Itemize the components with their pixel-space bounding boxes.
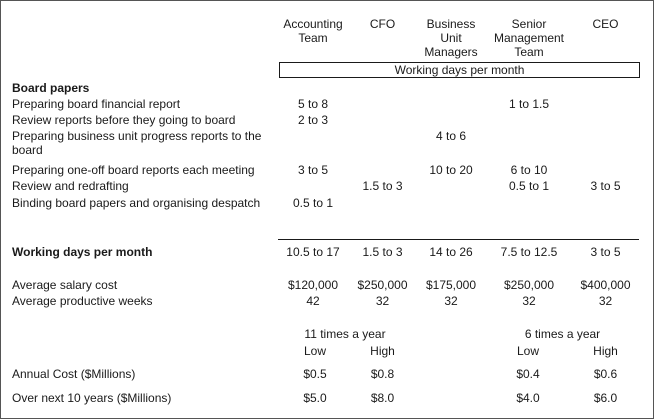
salary-cell: $120,000 bbox=[287, 278, 339, 292]
column-header-business-unit-managers: Business Unit Managers bbox=[424, 17, 478, 59]
table-cell: 6 to 10 bbox=[510, 163, 548, 177]
annual-cost-cell: $0.8 bbox=[370, 367, 395, 381]
column-header-accounting-team: Accounting Team bbox=[283, 17, 343, 45]
total-cell: 7.5 to 12.5 bbox=[500, 245, 558, 259]
section-heading-board-papers: Board papers bbox=[12, 81, 90, 95]
annual-cost-cell: $0.5 bbox=[303, 367, 327, 381]
salary-row-label: Average salary cost bbox=[12, 278, 118, 292]
total-cell: 10.5 to 17 bbox=[286, 245, 340, 259]
annual-cost-cell: $0.4 bbox=[516, 367, 540, 381]
weeks-cell: 32 bbox=[444, 294, 458, 308]
column-header-cfo: CFO bbox=[369, 17, 396, 31]
scenario-low-label: Low bbox=[303, 344, 326, 358]
annual-cost-row-label: Annual Cost ($Millions) bbox=[12, 367, 136, 381]
row-label: Preparing one-off board reports each mee… bbox=[12, 163, 255, 177]
total-row-label: Working days per month bbox=[12, 245, 153, 259]
column-header-senior-management-team: Senior Management Team bbox=[493, 17, 565, 59]
salary-cell: $250,000 bbox=[357, 278, 408, 292]
row-label: Review reports before they going to boar… bbox=[12, 113, 236, 127]
table-cell: 2 to 3 bbox=[297, 113, 329, 127]
scenario-high-label: High bbox=[593, 344, 618, 358]
row-label: Preparing business unit progress reports… bbox=[12, 129, 262, 157]
ten-year-cost-cell: $4.0 bbox=[516, 391, 540, 405]
total-cell: 14 to 26 bbox=[429, 245, 473, 259]
column-header-ceo: CEO bbox=[592, 17, 619, 31]
table-cell: 3 to 5 bbox=[297, 163, 329, 177]
table-cell: 0.5 to 1 bbox=[292, 196, 334, 210]
ten-year-cost-cell: $5.0 bbox=[303, 391, 327, 405]
row-label: Review and redrafting bbox=[12, 179, 129, 193]
salary-cell: $400,000 bbox=[580, 278, 631, 292]
total-cell: 1.5 to 3 bbox=[362, 245, 403, 259]
scenario-header-11-times: 11 times a year bbox=[304, 327, 386, 341]
row-label: Binding board papers and organising desp… bbox=[12, 196, 261, 210]
working-days-unit-header: Working days per month bbox=[279, 62, 640, 78]
ten-year-cost-cell: $8.0 bbox=[370, 391, 395, 405]
table-cell: 1 to 1.5 bbox=[508, 97, 550, 111]
total-separator-line bbox=[278, 239, 639, 240]
scenario-high-label: High bbox=[370, 344, 395, 358]
row-label: Preparing board financial report bbox=[12, 97, 181, 111]
table-cell: 10 to 20 bbox=[429, 163, 473, 177]
weeks-row-label: Average productive weeks bbox=[12, 294, 153, 308]
table-cell: 0.5 to 1 bbox=[508, 179, 550, 193]
table-cell: 5 to 8 bbox=[297, 97, 329, 111]
table-cell: 1.5 to 3 bbox=[362, 179, 403, 193]
weeks-cell: 32 bbox=[522, 294, 536, 308]
salary-cell: $250,000 bbox=[503, 278, 555, 292]
salary-cell: $175,000 bbox=[425, 278, 477, 292]
scenario-low-label: Low bbox=[516, 344, 539, 358]
scenario-header-6-times: 6 times a year bbox=[524, 327, 601, 341]
ten-year-cost-cell: $6.0 bbox=[593, 391, 618, 405]
total-cell: 3 to 5 bbox=[590, 245, 621, 259]
ten-year-cost-row-label: Over next 10 years ($Millions) bbox=[12, 391, 172, 405]
weeks-cell: 32 bbox=[375, 294, 390, 308]
annual-cost-cell: $0.6 bbox=[593, 367, 618, 381]
table-cell: 4 to 6 bbox=[435, 129, 467, 143]
weeks-cell: 32 bbox=[598, 294, 613, 308]
weeks-cell: 42 bbox=[306, 294, 320, 308]
table-cell: 3 to 5 bbox=[590, 179, 621, 193]
